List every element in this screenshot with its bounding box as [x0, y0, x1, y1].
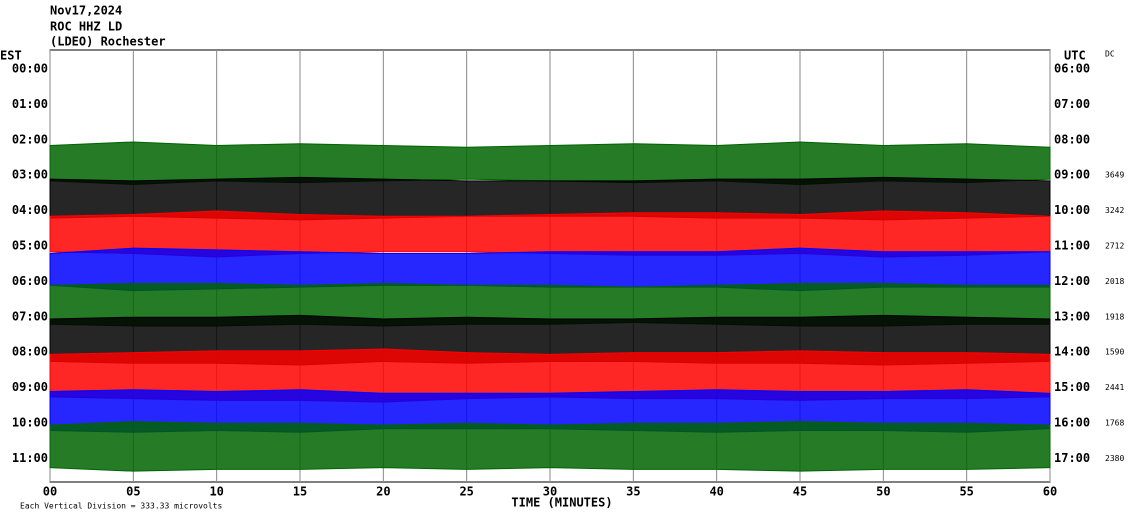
trace	[49, 421, 1051, 472]
est-label: 00:00	[12, 62, 48, 76]
x-tick-label: 15	[293, 485, 307, 499]
utc-label: 07:00	[1054, 97, 1090, 111]
x-tick-label: 55	[959, 485, 973, 499]
x-tick-label: 00	[43, 485, 57, 499]
count-label: 1590	[1105, 348, 1124, 357]
count-label: 2441	[1105, 383, 1124, 392]
count-label: 1768	[1105, 419, 1124, 428]
scale-note: Each Vertical Division = 333.33 microvol…	[20, 502, 222, 511]
x-tick-label: 40	[709, 485, 723, 499]
utc-label: 15:00	[1054, 380, 1090, 394]
est-label: 05:00	[12, 239, 48, 253]
right-axis-label: UTC	[1064, 49, 1086, 63]
est-label: 07:00	[12, 309, 48, 323]
count-label: 1918	[1105, 312, 1124, 321]
left-axis-label: EST	[0, 49, 22, 63]
est-label: 06:00	[12, 274, 48, 288]
utc-label: 09:00	[1054, 168, 1090, 182]
x-tick-label: 45	[793, 485, 807, 499]
est-label: 08:00	[12, 345, 48, 359]
utc-label: 16:00	[1054, 416, 1090, 430]
est-label: 01:00	[12, 97, 48, 111]
x-tick-label: 35	[626, 485, 640, 499]
x-tick-label: 60	[1043, 485, 1057, 499]
count-label: 2018	[1105, 277, 1124, 286]
utc-label: 11:00	[1054, 239, 1090, 253]
count-label: 3242	[1105, 206, 1124, 215]
x-axis-label: TIME (MINUTES)	[511, 496, 612, 510]
x-tick-label: 50	[876, 485, 890, 499]
est-label: 09:00	[12, 380, 48, 394]
title-line: ROC HHZ LD	[50, 20, 122, 34]
count-label: 2380	[1105, 454, 1124, 463]
est-label: 04:00	[12, 203, 48, 217]
utc-label: 06:00	[1054, 62, 1090, 76]
x-tick-label: 10	[209, 485, 223, 499]
est-label: 11:00	[12, 451, 48, 465]
count-label: 2712	[1105, 242, 1124, 251]
est-label: 02:00	[12, 132, 48, 146]
x-tick-label: 05	[126, 485, 140, 499]
utc-label: 17:00	[1054, 451, 1090, 465]
est-label: 03:00	[12, 168, 48, 182]
utc-label: 13:00	[1054, 309, 1090, 323]
x-tick-label: 30	[543, 485, 557, 499]
title-line: Nov17,2024	[50, 4, 122, 18]
utc-label: 08:00	[1054, 132, 1090, 146]
utc-label: 12:00	[1054, 274, 1090, 288]
utc-label: 14:00	[1054, 345, 1090, 359]
x-tick-label: 20	[376, 485, 390, 499]
est-label: 10:00	[12, 416, 48, 430]
title-line: (LDEO) Rochester	[50, 35, 166, 49]
corner-label: DC	[1105, 50, 1115, 59]
utc-label: 10:00	[1054, 203, 1090, 217]
x-tick-label: 25	[459, 485, 473, 499]
count-label: 3649	[1105, 171, 1124, 180]
